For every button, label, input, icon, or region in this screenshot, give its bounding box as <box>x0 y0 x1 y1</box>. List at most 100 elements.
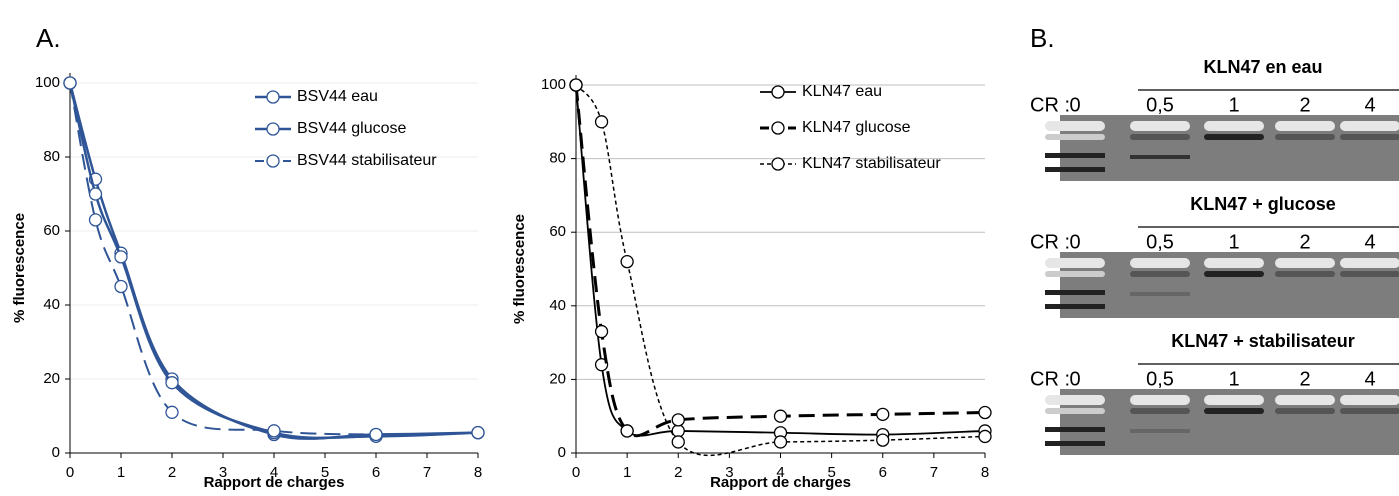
gel-well <box>1045 258 1105 268</box>
gel-band <box>1130 271 1190 277</box>
gel-well <box>1130 258 1190 268</box>
gel-band <box>1045 153 1105 158</box>
lane-label: 2 <box>1299 231 1310 253</box>
gel-title: KLN47 + glucose <box>1190 194 1336 214</box>
legend-marker <box>266 90 280 104</box>
gel-band <box>1045 304 1105 309</box>
gel-band <box>1130 292 1190 296</box>
gel-band <box>1275 408 1335 414</box>
gel-band <box>1275 271 1335 277</box>
x-tick-label: 5 <box>827 464 835 481</box>
gel-band <box>1045 427 1105 432</box>
y-tick-label: 60 <box>549 223 566 240</box>
lane-label: 0 <box>1069 231 1080 253</box>
cr-label: CR : <box>1030 231 1070 253</box>
gel-band <box>1130 155 1190 159</box>
x-tick-label: 7 <box>930 464 938 481</box>
marker <box>165 405 179 419</box>
gel-band <box>1340 271 1399 277</box>
legend-label: BSV44 stabilisateur <box>297 152 437 169</box>
legend-label: KLN47 stabilisateur <box>802 155 941 172</box>
marker <box>978 429 992 444</box>
legend-marker <box>771 121 785 135</box>
lane-label: 0 <box>1069 94 1080 116</box>
gel-band <box>1130 134 1190 140</box>
lane-label: 4 <box>1364 368 1375 390</box>
y-tick-label: 60 <box>43 222 60 239</box>
x-tick-label: 8 <box>981 464 989 481</box>
y-tick-label: 40 <box>43 296 60 313</box>
legend-marker <box>266 154 280 168</box>
series-line <box>574 84 986 438</box>
gel-well <box>1340 121 1399 131</box>
gel-band <box>1045 408 1105 414</box>
y-tick-label: 100 <box>541 76 566 93</box>
legend-marker <box>771 157 785 171</box>
marker <box>978 405 992 420</box>
x-tick-label: 6 <box>372 464 380 481</box>
x-tick-label: 6 <box>879 464 887 481</box>
marker <box>63 76 77 90</box>
marker <box>369 427 383 442</box>
marker <box>88 187 103 201</box>
marker <box>569 78 583 92</box>
gel-well <box>1045 121 1105 131</box>
marker <box>620 424 634 438</box>
legend-label: BSV44 glucose <box>297 120 407 137</box>
x-axis-label: Rapport de charges <box>710 474 851 491</box>
gel-well <box>1204 258 1264 268</box>
x-tick-label: 8 <box>474 464 482 481</box>
y-axis-label: % fluorescence <box>511 214 528 324</box>
y-tick-label: 80 <box>43 148 60 165</box>
lane-label: 4 <box>1364 94 1375 116</box>
marker <box>876 407 890 422</box>
gel-band <box>1130 408 1190 414</box>
gel-band <box>1045 134 1105 140</box>
gel-title: KLN47 + stabilisateur <box>1171 331 1355 351</box>
marker <box>471 425 485 440</box>
x-tick-label: 4 <box>776 464 784 481</box>
marker <box>671 413 685 427</box>
gel-band <box>1340 134 1399 140</box>
gel-well <box>1340 395 1399 405</box>
y-tick-label: 20 <box>549 370 566 387</box>
gel-well <box>1204 395 1264 405</box>
marker <box>594 324 609 339</box>
lane-label: 0 <box>1069 368 1080 390</box>
gel-band <box>1045 441 1105 446</box>
y-tick-label: 0 <box>558 444 566 461</box>
gel-band <box>1204 408 1264 414</box>
x-tick-label: 1 <box>623 464 631 481</box>
lane-label: 2 <box>1299 368 1310 390</box>
gel-band <box>1275 134 1335 140</box>
gel-well <box>1340 258 1399 268</box>
panel-label: B. <box>1030 23 1055 53</box>
gel-well <box>1275 258 1335 268</box>
gel-well <box>1275 121 1335 131</box>
series-line <box>68 82 479 440</box>
x-tick-label: 2 <box>674 464 682 481</box>
y-tick-label: 20 <box>43 370 60 387</box>
y-tick-label: 80 <box>549 150 566 167</box>
gel-title: KLN47 en eau <box>1203 57 1322 77</box>
marker <box>671 435 685 449</box>
gel-well <box>1130 395 1190 405</box>
gel-band <box>1130 429 1190 433</box>
series-line <box>575 84 986 437</box>
marker <box>620 254 634 269</box>
marker <box>594 115 609 129</box>
lane-label: 0,5 <box>1146 231 1174 253</box>
marker <box>773 435 788 449</box>
gel-band <box>1045 271 1105 277</box>
lane-label: 1 <box>1228 94 1239 116</box>
y-tick-label: 0 <box>52 444 60 461</box>
lane-label: 2 <box>1299 94 1310 116</box>
y-axis-label: % fluorescence <box>11 213 28 323</box>
x-tick-label: 3 <box>725 464 733 481</box>
series-line <box>575 84 986 457</box>
marker <box>876 433 890 447</box>
cr-label: CR : <box>1030 94 1070 116</box>
gel-band <box>1340 408 1399 414</box>
marker <box>114 279 128 294</box>
